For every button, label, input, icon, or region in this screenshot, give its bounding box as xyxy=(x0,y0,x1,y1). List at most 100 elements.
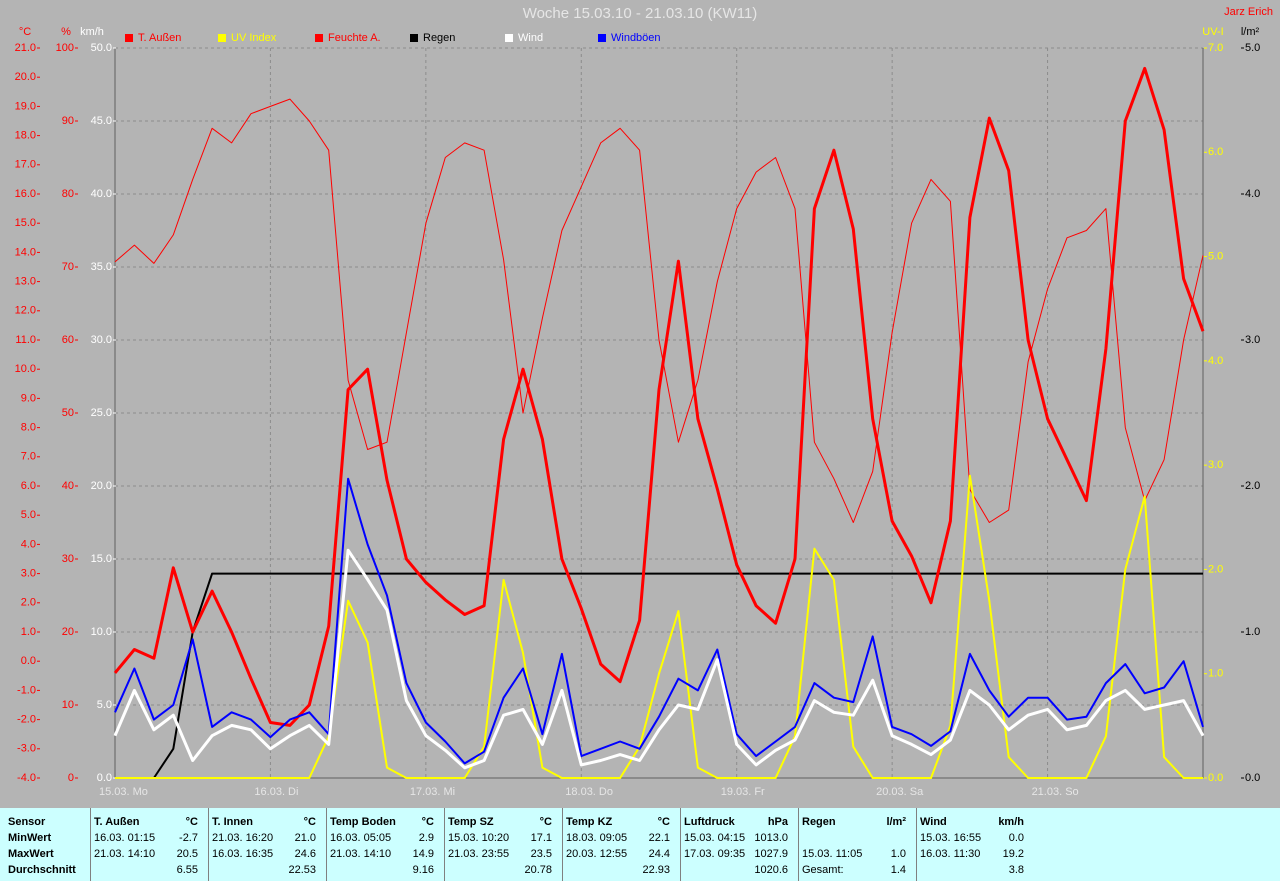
stat-time: 21.03. 14:10 xyxy=(94,848,156,860)
y-tick-label: -2.0 xyxy=(17,714,36,726)
y-tick-label: 20 xyxy=(62,626,74,638)
series-line xyxy=(115,474,1203,779)
y-tick-label: 100 xyxy=(56,42,74,54)
stat-value: 22.1 xyxy=(648,832,670,844)
y-tick-label: 15.0 xyxy=(91,553,112,565)
y-tick-label: 16.0 xyxy=(15,188,36,200)
y-tick-label: 0 xyxy=(68,772,74,784)
x-tick-label: 20.03. Sa xyxy=(876,786,924,798)
series-line xyxy=(115,572,1203,779)
stat-value: 2.9 xyxy=(418,832,434,844)
stat-label: Gesamt: xyxy=(802,864,844,876)
y-tick-label: 50.0 xyxy=(91,42,112,54)
y-tick-label: 8.0 xyxy=(21,422,36,434)
x-tick-label: 18.03. Do xyxy=(565,786,613,798)
y-tick-label: 7.0 xyxy=(21,451,36,463)
y-tick-label: 14.0 xyxy=(15,246,36,258)
y-tick-label: 6.0 xyxy=(1208,146,1223,158)
column-name: T. Innen xyxy=(212,816,253,828)
series-line xyxy=(113,66,1205,727)
axis-title: UV-I xyxy=(1202,26,1223,38)
y-tick-label: 4.0 xyxy=(1245,188,1260,200)
stat-value: 1027.9 xyxy=(754,848,788,860)
row-label: Durchschnitt xyxy=(8,864,76,876)
y-tick-label: 50 xyxy=(62,407,74,419)
y-tick-label: 12.0 xyxy=(15,305,36,317)
y-tick-label: 5.0 xyxy=(21,509,36,521)
row-label: MaxWert xyxy=(8,848,54,860)
x-tick-label: 21.03. So xyxy=(1032,786,1079,798)
legend-label: UV Index xyxy=(231,32,277,44)
column-separator xyxy=(208,808,209,881)
series-line xyxy=(113,548,1205,770)
stat-time: 21.03. 16:20 xyxy=(212,832,274,844)
stat-value: 17.1 xyxy=(530,832,552,844)
column-unit: °C xyxy=(421,816,434,828)
x-tick-label: 19.03. Fr xyxy=(721,786,765,798)
y-tick-label: 3.0 xyxy=(21,568,36,580)
y-tick-label: 3.0 xyxy=(1245,334,1260,346)
y-tick-label: 90 xyxy=(62,115,74,127)
y-tick-label: 45.0 xyxy=(91,115,112,127)
legend-label: Feuchte A. xyxy=(328,32,381,44)
background xyxy=(0,0,1280,808)
y-tick-label: -4.0 xyxy=(17,772,36,784)
y-tick-label: 20.0 xyxy=(91,480,112,492)
column-name: Luftdruck xyxy=(684,816,735,828)
column-unit: km/h xyxy=(998,816,1024,828)
y-tick-label: 13.0 xyxy=(15,276,36,288)
column-name: T. Außen xyxy=(94,816,140,828)
y-tick-label: 5.0 xyxy=(1208,250,1223,262)
stat-time: 15.03. 04:15 xyxy=(684,832,746,844)
y-tick-label: 30.0 xyxy=(91,334,112,346)
column-unit: °C xyxy=(185,816,198,828)
y-tick-label: 10 xyxy=(62,699,74,711)
y-tick-label: 17.0 xyxy=(15,159,36,171)
stat-time: 20.03. 12:55 xyxy=(566,848,628,860)
y-tick-label: 2.0 xyxy=(1208,563,1223,575)
stat-value: 20.5 xyxy=(176,848,198,860)
column-name: Regen xyxy=(802,816,836,828)
y-tick-label: 2.0 xyxy=(21,597,36,609)
y-tick-label: 2.0 xyxy=(1245,480,1260,492)
series-line xyxy=(114,98,1204,523)
y-tick-label: 80 xyxy=(62,188,74,200)
stat-value: 1013.0 xyxy=(754,832,788,844)
stat-value: 24.4 xyxy=(648,848,670,860)
y-tick-label: 25.0 xyxy=(91,407,112,419)
y-tick-label: 11.0 xyxy=(15,334,36,346)
y-tick-label: 1.0 xyxy=(1208,668,1223,680)
stat-time: 15.03. 10:20 xyxy=(448,832,510,844)
y-tick-label: -1.0 xyxy=(17,684,36,696)
stat-value: 14.9 xyxy=(412,848,434,860)
column-name: Temp Boden xyxy=(330,816,396,828)
stat-value: 20.78 xyxy=(524,864,552,876)
stat-value: 1020.6 xyxy=(754,864,788,876)
y-tick-label: 9.0 xyxy=(21,392,36,404)
y-tick-label: 35.0 xyxy=(91,261,112,273)
series-line xyxy=(114,477,1204,765)
stat-time: 15.03. 16:55 xyxy=(920,832,982,844)
y-tick-label: 4.0 xyxy=(1208,355,1223,367)
row-label: Sensor xyxy=(8,816,46,828)
chart-title: Woche 15.03.10 - 21.03.10 (KW11) xyxy=(523,5,758,22)
y-tick-label: 4.0 xyxy=(21,538,36,550)
legend-swatch xyxy=(315,34,323,42)
row-label: MinWert xyxy=(8,832,52,844)
y-tick-label: 5.0 xyxy=(1245,42,1260,54)
y-tick-label: 18.0 xyxy=(15,130,36,142)
stat-time: 16.03. 05:05 xyxy=(330,832,392,844)
legend-swatch xyxy=(218,34,226,42)
y-tick-label: 20.0 xyxy=(15,71,36,83)
column-unit: °C xyxy=(303,816,316,828)
x-tick-label: 17.03. Mi xyxy=(410,786,455,798)
y-tick-label: 1.0 xyxy=(1245,626,1260,638)
y-tick-label: 60 xyxy=(62,334,74,346)
stat-value: -2.7 xyxy=(179,832,198,844)
y-tick-label: 5.0 xyxy=(97,699,112,711)
stat-time: 21.03. 14:10 xyxy=(330,848,392,860)
stat-time: 15.03. 11:05 xyxy=(802,848,863,860)
x-tick-label: 16.03. Di xyxy=(254,786,298,798)
column-separator xyxy=(444,808,445,881)
